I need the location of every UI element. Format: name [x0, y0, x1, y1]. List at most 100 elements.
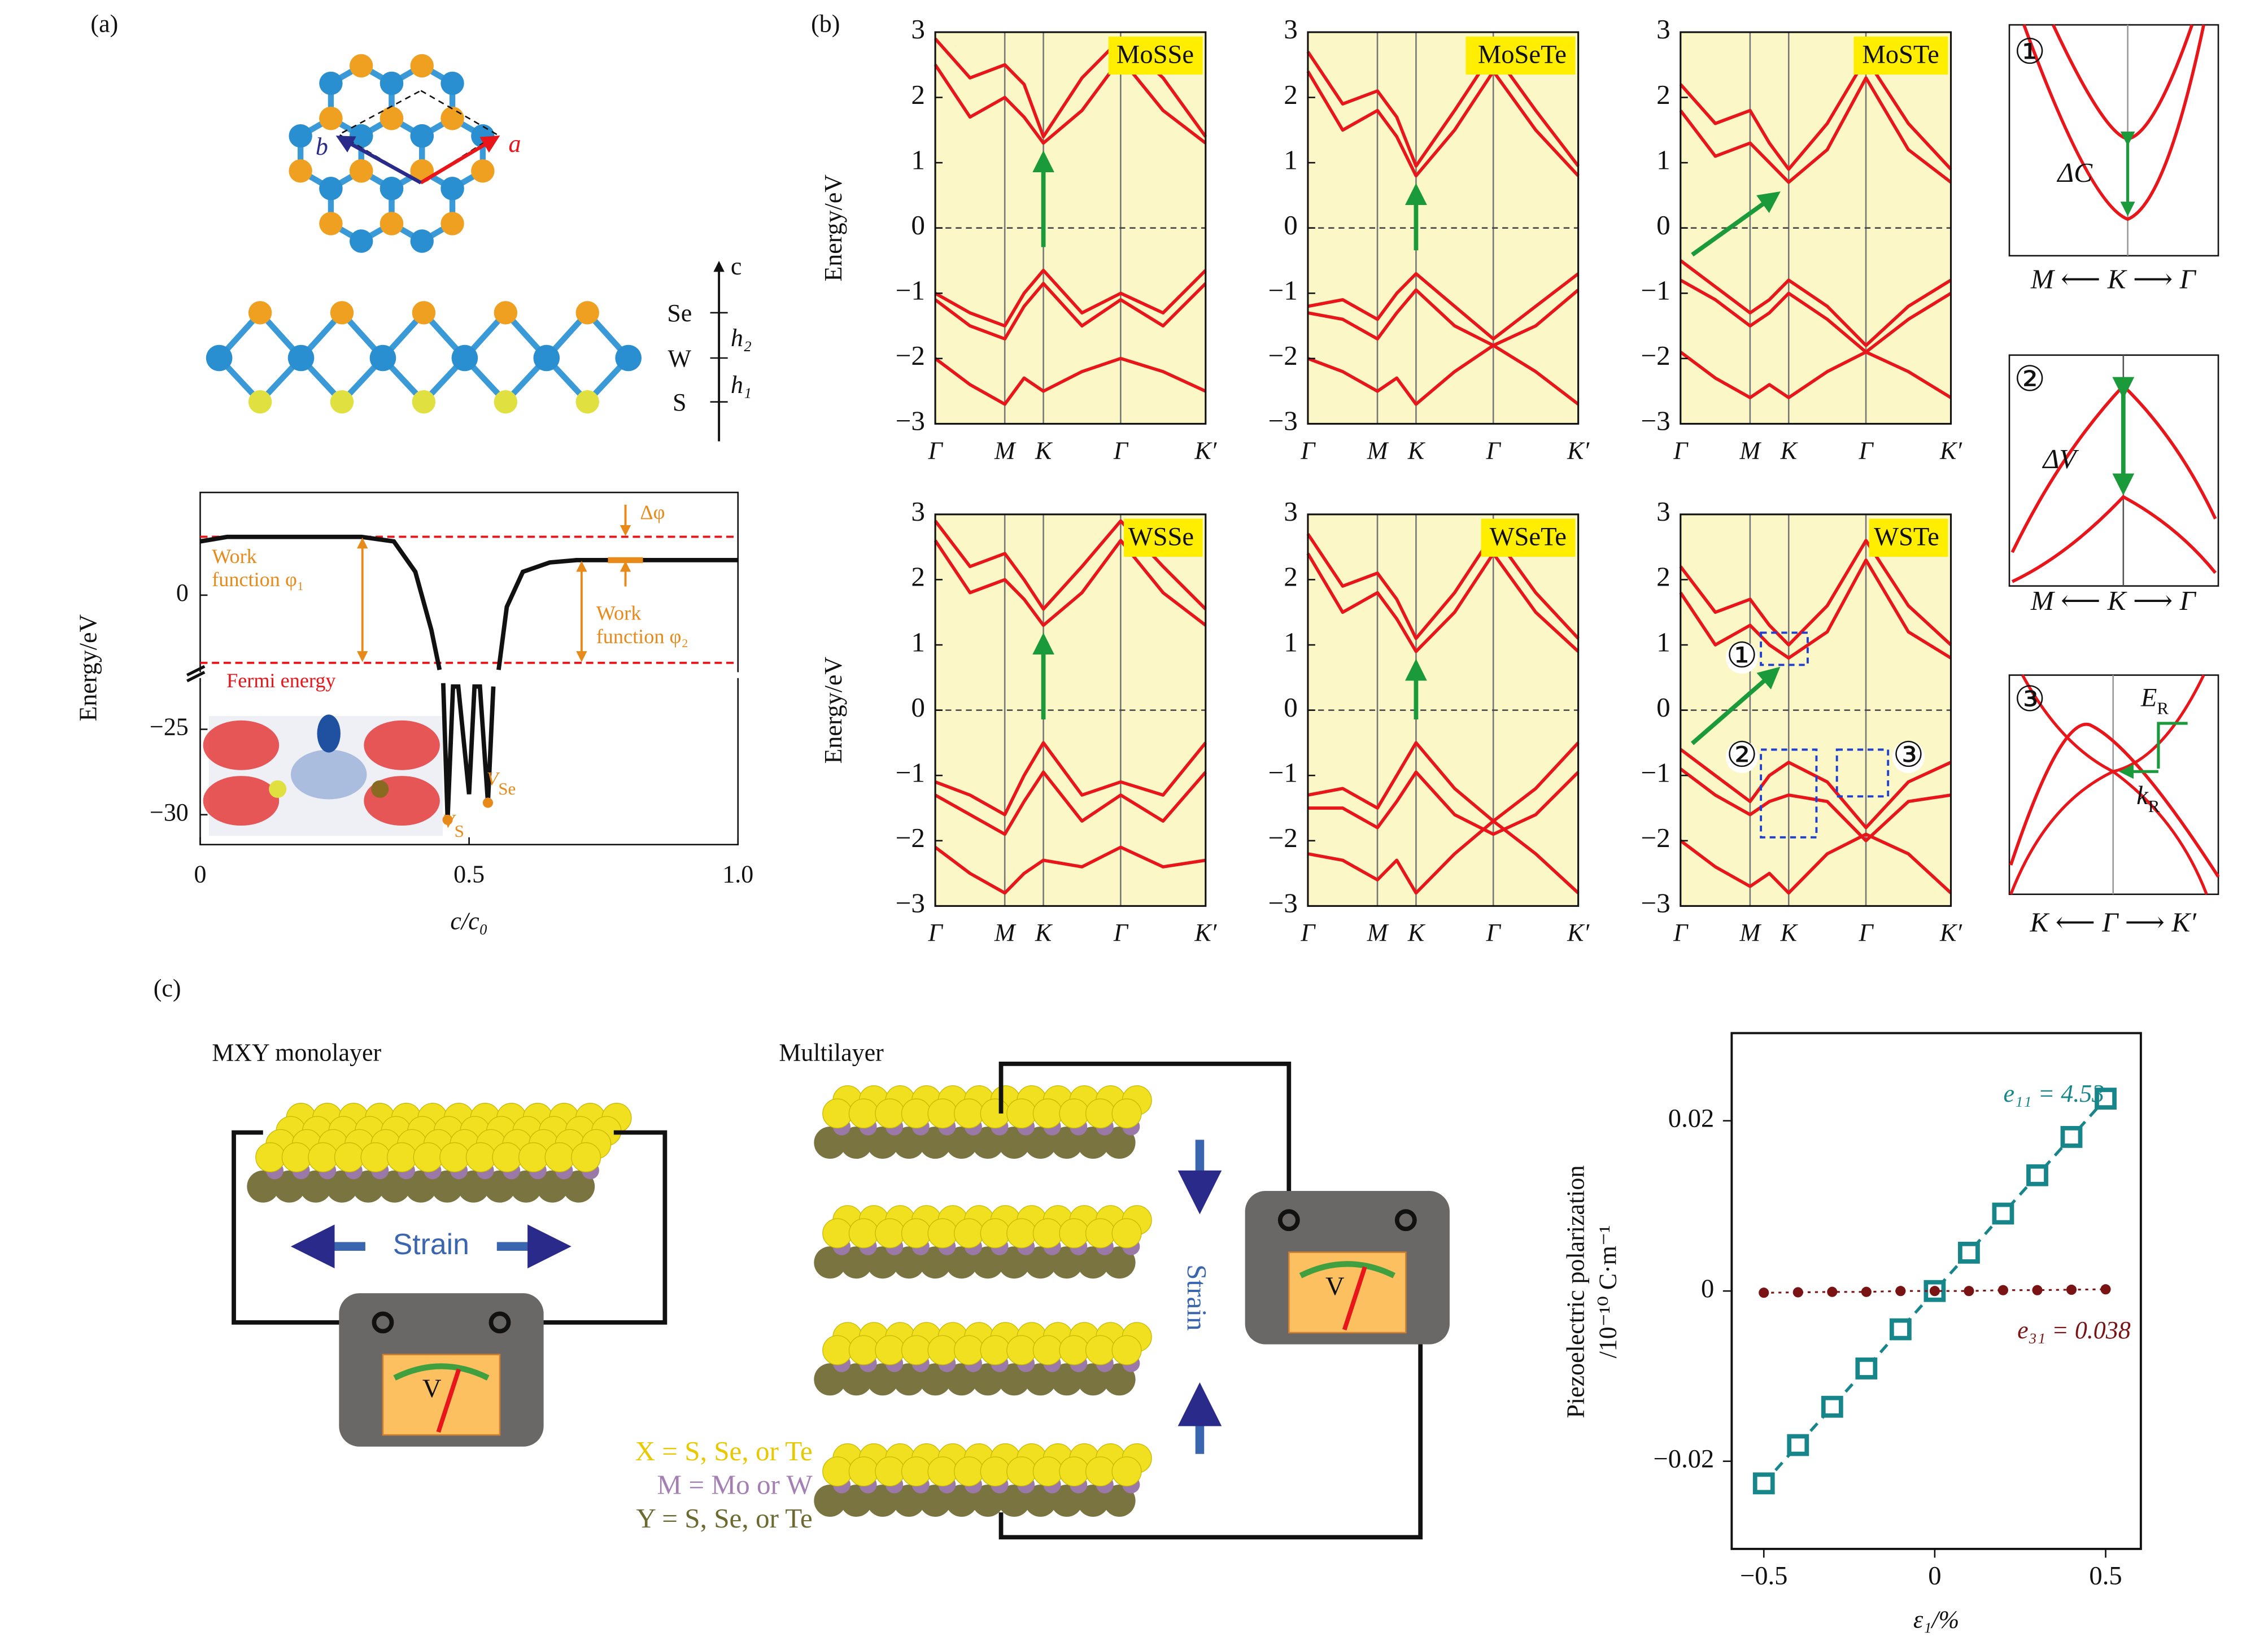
y-atom: [814, 1127, 847, 1159]
band-line: [1307, 343, 1580, 406]
y-tick-label: −1: [1641, 275, 1670, 306]
data-point: [1759, 1288, 1769, 1298]
inset-path-label: M ⟵ K ⟶ Γ: [2030, 264, 2197, 295]
y-atom: [562, 1170, 595, 1203]
x-tick-label: Γ: [928, 919, 944, 946]
se-atom: [440, 106, 464, 130]
panel-label: (a): [90, 10, 118, 38]
y-atom: [1103, 1363, 1136, 1396]
x-atom: [1059, 1098, 1089, 1129]
se-atom: [380, 106, 404, 130]
x-atom: [387, 1142, 417, 1172]
y-atom: [814, 1246, 847, 1279]
x-atom: [334, 1142, 364, 1172]
y-tick-label: 2: [1284, 79, 1298, 110]
band-line: [1307, 288, 1580, 347]
y-atom: [536, 1170, 569, 1203]
meter-needle: [1342, 1266, 1367, 1330]
y-axis-label: Energy/eV: [819, 174, 847, 282]
y-tick-label: 2: [911, 79, 925, 110]
y-tick-label: −2: [896, 340, 925, 371]
band-line: [934, 770, 1207, 836]
x-tick-label: K′: [1567, 919, 1590, 946]
vector-a-label: a: [508, 130, 521, 158]
x-tick-label: M: [1367, 437, 1389, 464]
w-atom: [206, 344, 233, 372]
se-atom: [350, 159, 373, 183]
y-atom: [378, 1170, 411, 1203]
inset-marker: ③: [2014, 680, 2045, 719]
x-tick-label: 0: [1928, 1561, 1941, 1590]
x-tick-label: K: [1780, 437, 1799, 464]
y-atom: [352, 1170, 385, 1203]
y-tick-label: 0: [1701, 1275, 1714, 1303]
x-tick-label: −0.5: [1740, 1561, 1787, 1590]
y-tick-label: −3: [1268, 888, 1298, 919]
y-atom: [971, 1485, 1004, 1517]
x-atom: [822, 1098, 853, 1129]
band-line: [1306, 532, 1580, 640]
zoom-box: [1835, 748, 1890, 798]
y-atom: [998, 1363, 1031, 1396]
y-atom: [404, 1170, 437, 1203]
y-atom: [919, 1485, 952, 1517]
strain-label: Strain: [1181, 1264, 1212, 1330]
y-tick-label: −2: [1268, 340, 1298, 371]
title-box: [1853, 36, 1948, 75]
band-line: [1679, 76, 1952, 184]
inset-label: ΔC: [2056, 157, 2093, 188]
layer-label: W: [668, 344, 691, 372]
y-tick-label: 3: [1284, 496, 1298, 527]
y-tick-label: 1: [1656, 626, 1671, 657]
y-atom: [998, 1127, 1031, 1159]
x-atom: [875, 1456, 905, 1487]
legend-entry: Y = S, Se, or Te: [636, 1503, 812, 1534]
y-atom: [1050, 1485, 1083, 1517]
x-tick-label: Γ: [1300, 919, 1316, 946]
data-point: [1861, 1286, 1872, 1297]
y-atom: [893, 1485, 925, 1517]
data-point: [2066, 1284, 2077, 1295]
x-tick-label: K: [1407, 437, 1426, 464]
y-atom: [866, 1246, 899, 1279]
w-atom: [287, 344, 315, 372]
y-tick-label: −0.02: [1654, 1444, 1715, 1473]
x-tick-label: M: [1739, 919, 1762, 946]
x-atom: [1006, 1098, 1037, 1129]
se-atom: [319, 106, 343, 130]
y-atom: [866, 1485, 899, 1517]
s-atom: [330, 390, 354, 414]
vacancy-label-symbol: V: [443, 811, 456, 832]
y-tick-label: 1: [911, 626, 925, 657]
x-atom: [413, 1142, 443, 1172]
y-tick-label: 0: [911, 210, 925, 241]
panel-title: MoSSe: [1116, 41, 1194, 69]
meter-scale: [1299, 1261, 1395, 1278]
y-atom: [273, 1170, 306, 1203]
meter-scale: [393, 1363, 490, 1381]
x-atom: [875, 1218, 905, 1249]
w-atom: [380, 177, 404, 200]
y-atom: [971, 1246, 1004, 1279]
se-atom: [319, 212, 343, 235]
x-tick-label: 0.5: [2089, 1561, 2122, 1590]
y-axis-label: Energy/eV: [819, 657, 847, 764]
inset-1: [2008, 24, 2219, 257]
x-atom: [980, 1218, 1010, 1249]
x-tick-label: M: [994, 919, 1017, 946]
inset-path-label: M ⟵ K ⟶ Γ: [2030, 585, 2197, 616]
legend-entry: M = Mo or W: [657, 1469, 813, 1500]
meter-needle: [436, 1368, 461, 1433]
terminal: [489, 1311, 511, 1334]
x-atom: [875, 1098, 905, 1129]
x-atom: [848, 1098, 879, 1129]
data-point: [1964, 1286, 1974, 1297]
inset-label-subscript: R: [2157, 698, 2169, 718]
density-lobe: [364, 720, 440, 770]
y-atom: [1077, 1363, 1110, 1396]
y-atom: [814, 1485, 847, 1517]
x-tick-label: K′: [1194, 919, 1217, 946]
x-tick-label: K′: [1939, 437, 1962, 464]
x-atom: [492, 1142, 522, 1172]
